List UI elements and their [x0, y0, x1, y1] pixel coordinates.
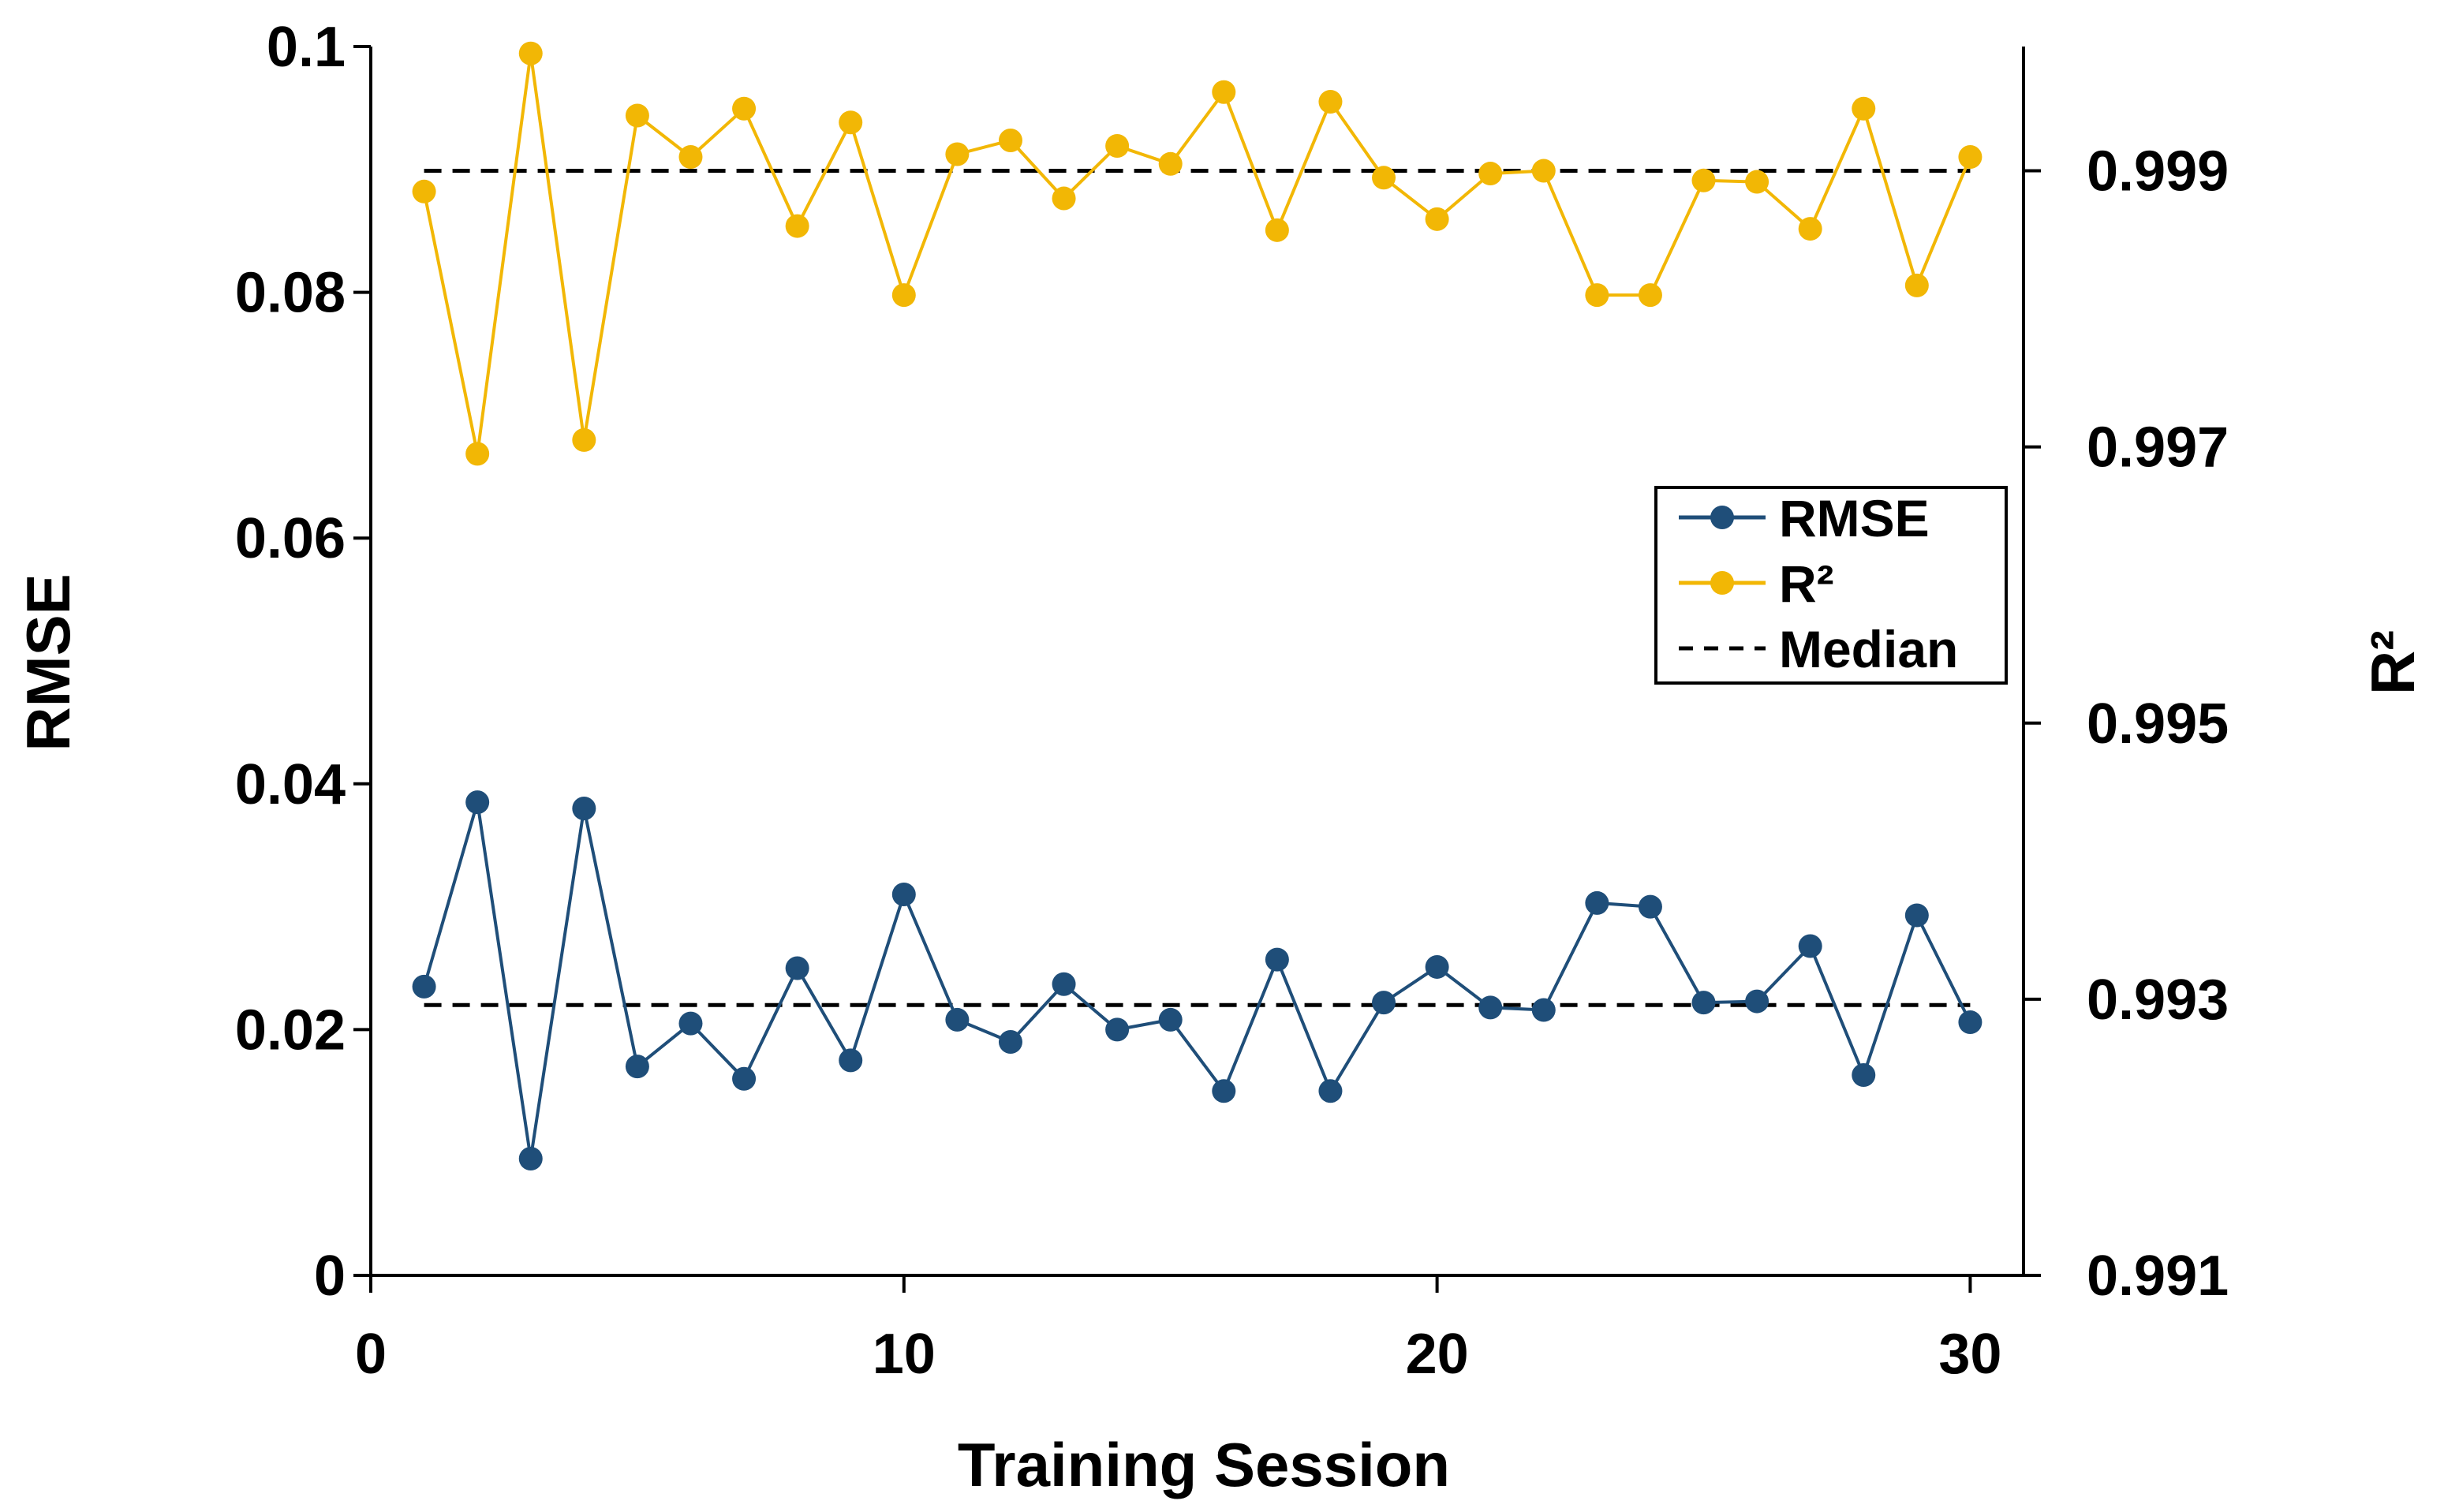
rmse-point: [1585, 890, 1609, 915]
rmse-point: [625, 1055, 649, 1079]
r2-point: [678, 145, 703, 170]
r2-point: [1265, 218, 1289, 242]
r2-point: [1638, 283, 1662, 308]
rmse-point: [465, 790, 490, 815]
r2-point: [1745, 170, 1770, 194]
rmse-point: [1904, 903, 1929, 928]
r2-point: [945, 142, 970, 166]
r2-point: [839, 110, 863, 135]
rmse-point: [1052, 972, 1076, 996]
r2-point: [1158, 151, 1183, 176]
rmse-point: [945, 1007, 970, 1032]
r2-point: [1425, 207, 1449, 231]
legend-rmse-marker: [1710, 506, 1734, 529]
rmse-point: [678, 1011, 703, 1036]
r2-point: [1052, 186, 1076, 211]
rmse-point: [572, 796, 596, 820]
y2-axis-title: R²: [2358, 630, 2427, 695]
ticks: 0 0.02 0.04 0.06 0.08 0.1 0.991 0.993 0.995 0.997…: [235, 16, 2229, 1386]
r2-point: [891, 283, 916, 308]
x-axis-title: Training Session: [958, 1430, 1450, 1499]
rmse-series-line: [422, 801, 1972, 1160]
rmse-point: [1478, 995, 1503, 1020]
r2-point: [1958, 145, 1983, 170]
r2-point: [1105, 134, 1130, 159]
rmse-point: [1531, 998, 1556, 1022]
r2-point: [1585, 283, 1609, 308]
r2-point: [1212, 80, 1236, 104]
r2-point: [465, 442, 490, 466]
rmse-point: [412, 974, 436, 999]
rmse-point: [1691, 991, 1716, 1015]
r2-point: [1691, 168, 1716, 192]
rmse-point: [1372, 991, 1396, 1015]
axes: [369, 47, 2025, 1277]
r2-point: [625, 103, 649, 128]
y-tick-label: 0.08: [235, 262, 346, 325]
rmse-point: [1798, 934, 1822, 958]
rmse-point: [1852, 1063, 1876, 1088]
x-tick-label: 20: [1406, 1323, 1469, 1386]
r2-point: [572, 427, 596, 452]
rmse-point: [839, 1048, 863, 1073]
legend-r2-label: R²: [1779, 554, 1834, 613]
series: [412, 41, 1983, 1170]
y-tick-label: 0.06: [235, 507, 346, 570]
legend: RMSE R² Median: [1654, 486, 2008, 685]
r2-point: [412, 179, 436, 203]
y-tick-label: 0.1: [267, 16, 346, 79]
rmse-point: [1212, 1079, 1236, 1103]
x-tick-label: 30: [1938, 1323, 2001, 1386]
rmse-point: [518, 1146, 543, 1170]
legend-rmse-label: RMSE: [1779, 489, 1930, 547]
y-tick-label: 0: [314, 1245, 346, 1308]
r2-point: [1852, 96, 1876, 121]
y2-tick-label: 0.993: [2087, 969, 2229, 1032]
y-axis-title: RMSE: [13, 573, 83, 751]
legend-r2-marker: [1710, 571, 1734, 595]
rmse-point: [1638, 894, 1662, 919]
r2-point: [1531, 159, 1556, 183]
rmse-point: [732, 1066, 757, 1091]
rmse-point: [998, 1029, 1022, 1054]
r2-point: [785, 214, 809, 238]
y2-tick-label: 0.991: [2087, 1245, 2229, 1308]
rmse-point: [1158, 1007, 1183, 1032]
r2-point: [1798, 217, 1822, 241]
y2-tick-label: 0.999: [2087, 140, 2229, 203]
rmse-point: [785, 956, 809, 980]
r2-point: [1372, 166, 1396, 190]
y-tick-label: 0.02: [235, 999, 346, 1062]
legend-median-label: Median: [1779, 620, 1958, 678]
r2-point: [1904, 273, 1929, 297]
r2-point: [998, 129, 1022, 153]
rmse-point: [1958, 1010, 1983, 1035]
r2-series-line: [422, 51, 1972, 456]
y-tick-label: 0.04: [235, 753, 346, 816]
r2-point: [732, 96, 757, 121]
y2-tick-label: 0.997: [2087, 416, 2229, 480]
x-tick-label: 10: [873, 1323, 936, 1386]
rmse-point: [1105, 1017, 1130, 1042]
r2-point: [518, 41, 543, 65]
rmse-point: [891, 883, 916, 907]
rmse-point: [1318, 1079, 1343, 1103]
rmse-point: [1265, 947, 1289, 972]
rmse-point: [1745, 989, 1770, 1014]
r2-point: [1318, 90, 1343, 114]
x-tick-label: 0: [355, 1323, 387, 1386]
rmse-point: [1425, 954, 1449, 979]
r2-point: [1478, 162, 1503, 186]
y2-tick-label: 0.995: [2087, 693, 2229, 756]
